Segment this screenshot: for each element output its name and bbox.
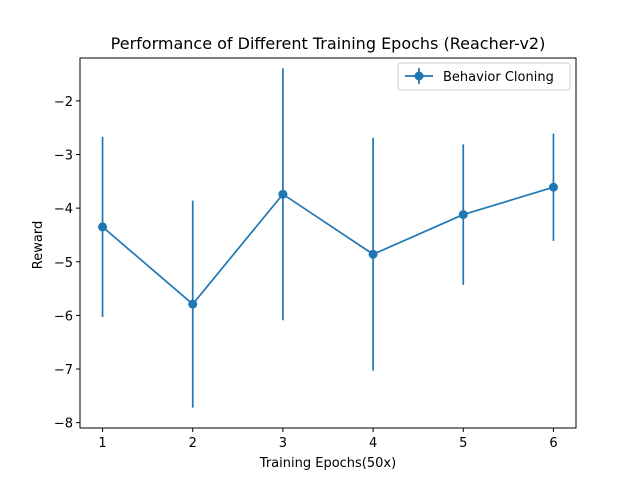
x-tick-label: 3 xyxy=(279,436,287,451)
plot-frame xyxy=(79,57,577,429)
series-line-behavior-cloning xyxy=(101,186,554,306)
data-point xyxy=(548,182,558,192)
y-tick-label: −8 xyxy=(54,417,73,432)
x-tick-label: 1 xyxy=(98,436,106,451)
y-tick-label: −3 xyxy=(54,149,73,164)
y-tick-label: −2 xyxy=(54,95,73,110)
y-tick-label: −6 xyxy=(54,309,73,324)
y-tick-label: −4 xyxy=(54,202,73,217)
legend: Behavior Cloning xyxy=(397,62,571,91)
y-tick-label: −7 xyxy=(54,363,73,378)
data-point xyxy=(188,299,198,309)
x-axis-label: Training Epochs(50x) xyxy=(259,456,396,471)
y-axis-label: Reward xyxy=(31,221,46,269)
x-tick-label: 6 xyxy=(549,436,557,451)
data-point xyxy=(368,249,378,259)
x-axis: 1 2 3 4 5 6 xyxy=(98,428,558,451)
data-point xyxy=(278,189,288,199)
x-tick-label: 2 xyxy=(189,436,197,451)
data-point xyxy=(458,210,468,220)
x-tick-label: 4 xyxy=(369,436,377,451)
y-tick-label: −5 xyxy=(54,256,73,271)
y-axis: −8 −7 −6 −5 −4 −3 −2 xyxy=(54,95,80,432)
x-tick-label: 5 xyxy=(459,436,467,451)
legend-box xyxy=(397,62,571,91)
data-point xyxy=(98,222,108,232)
legend-marker-swatch xyxy=(414,71,424,81)
chart-title: Performance of Different Training Epochs… xyxy=(111,34,546,53)
series-markers xyxy=(98,182,558,309)
legend-label: Behavior Cloning xyxy=(443,70,554,85)
